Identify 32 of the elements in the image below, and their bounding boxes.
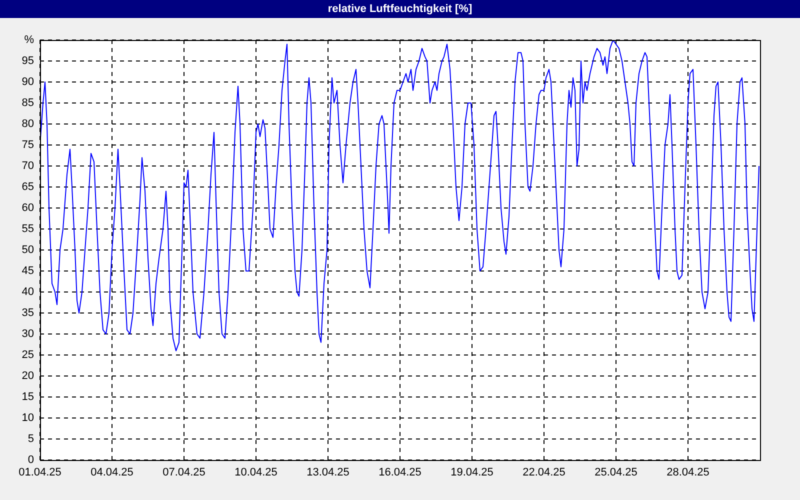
- y-tick-label: 55: [22, 223, 34, 236]
- y-tick-label: 65: [22, 181, 34, 194]
- y-tick-label: 5: [28, 433, 34, 446]
- y-tick-label: 35: [22, 307, 34, 320]
- x-tick-label: 28.04.25: [666, 466, 710, 479]
- y-tick-label: 60: [22, 202, 34, 214]
- y-tick-label: 90: [22, 76, 34, 88]
- y-tick-label: 25: [22, 349, 34, 362]
- x-tick-label: 13.04.25: [306, 466, 350, 479]
- y-tick-label: 10: [22, 412, 34, 424]
- y-tick-label: 40: [22, 286, 34, 298]
- x-tick-label: 07.04.25: [162, 466, 206, 479]
- y-tick-label: 15: [22, 391, 34, 404]
- y-tick-label: 30: [22, 328, 34, 340]
- y-tick-label: 20: [22, 370, 34, 382]
- x-tick-label: 22.04.25: [522, 466, 566, 479]
- y-tick-label: 45: [22, 265, 34, 278]
- x-tick-label: 01.04.25: [18, 466, 62, 479]
- y-tick-label: 0: [28, 454, 34, 466]
- y-tick-label: 70: [22, 160, 34, 172]
- y-tick-label: 85: [22, 97, 34, 110]
- chart-title: relative Luftfeuchtigkeit [%]: [0, 0, 800, 18]
- y-tick-label: 80: [22, 118, 34, 130]
- x-tick-label: 19.04.25: [450, 466, 494, 479]
- y-tick-label: 75: [22, 139, 34, 152]
- x-tick-label: 04.04.25: [90, 466, 134, 479]
- x-tick-label: 16.04.25: [378, 466, 422, 479]
- x-tick-label: 10.04.25: [234, 466, 278, 479]
- y-tick-label: 50: [22, 244, 34, 256]
- x-tick-label: 25.04.25: [594, 466, 638, 479]
- y-tick-label: %: [24, 34, 34, 46]
- y-tick-label: 95: [22, 55, 34, 68]
